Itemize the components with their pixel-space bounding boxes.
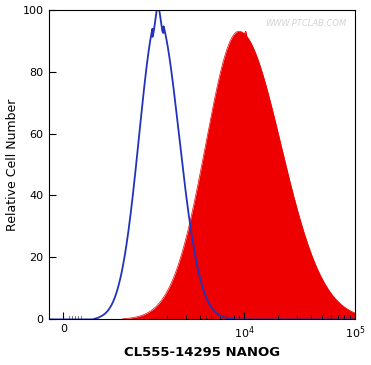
- Y-axis label: Relative Cell Number: Relative Cell Number: [6, 98, 19, 231]
- X-axis label: CL555-14295 NANOG: CL555-14295 NANOG: [124, 346, 280, 360]
- Text: WWW.PTCLAB.COM: WWW.PTCLAB.COM: [265, 19, 346, 28]
